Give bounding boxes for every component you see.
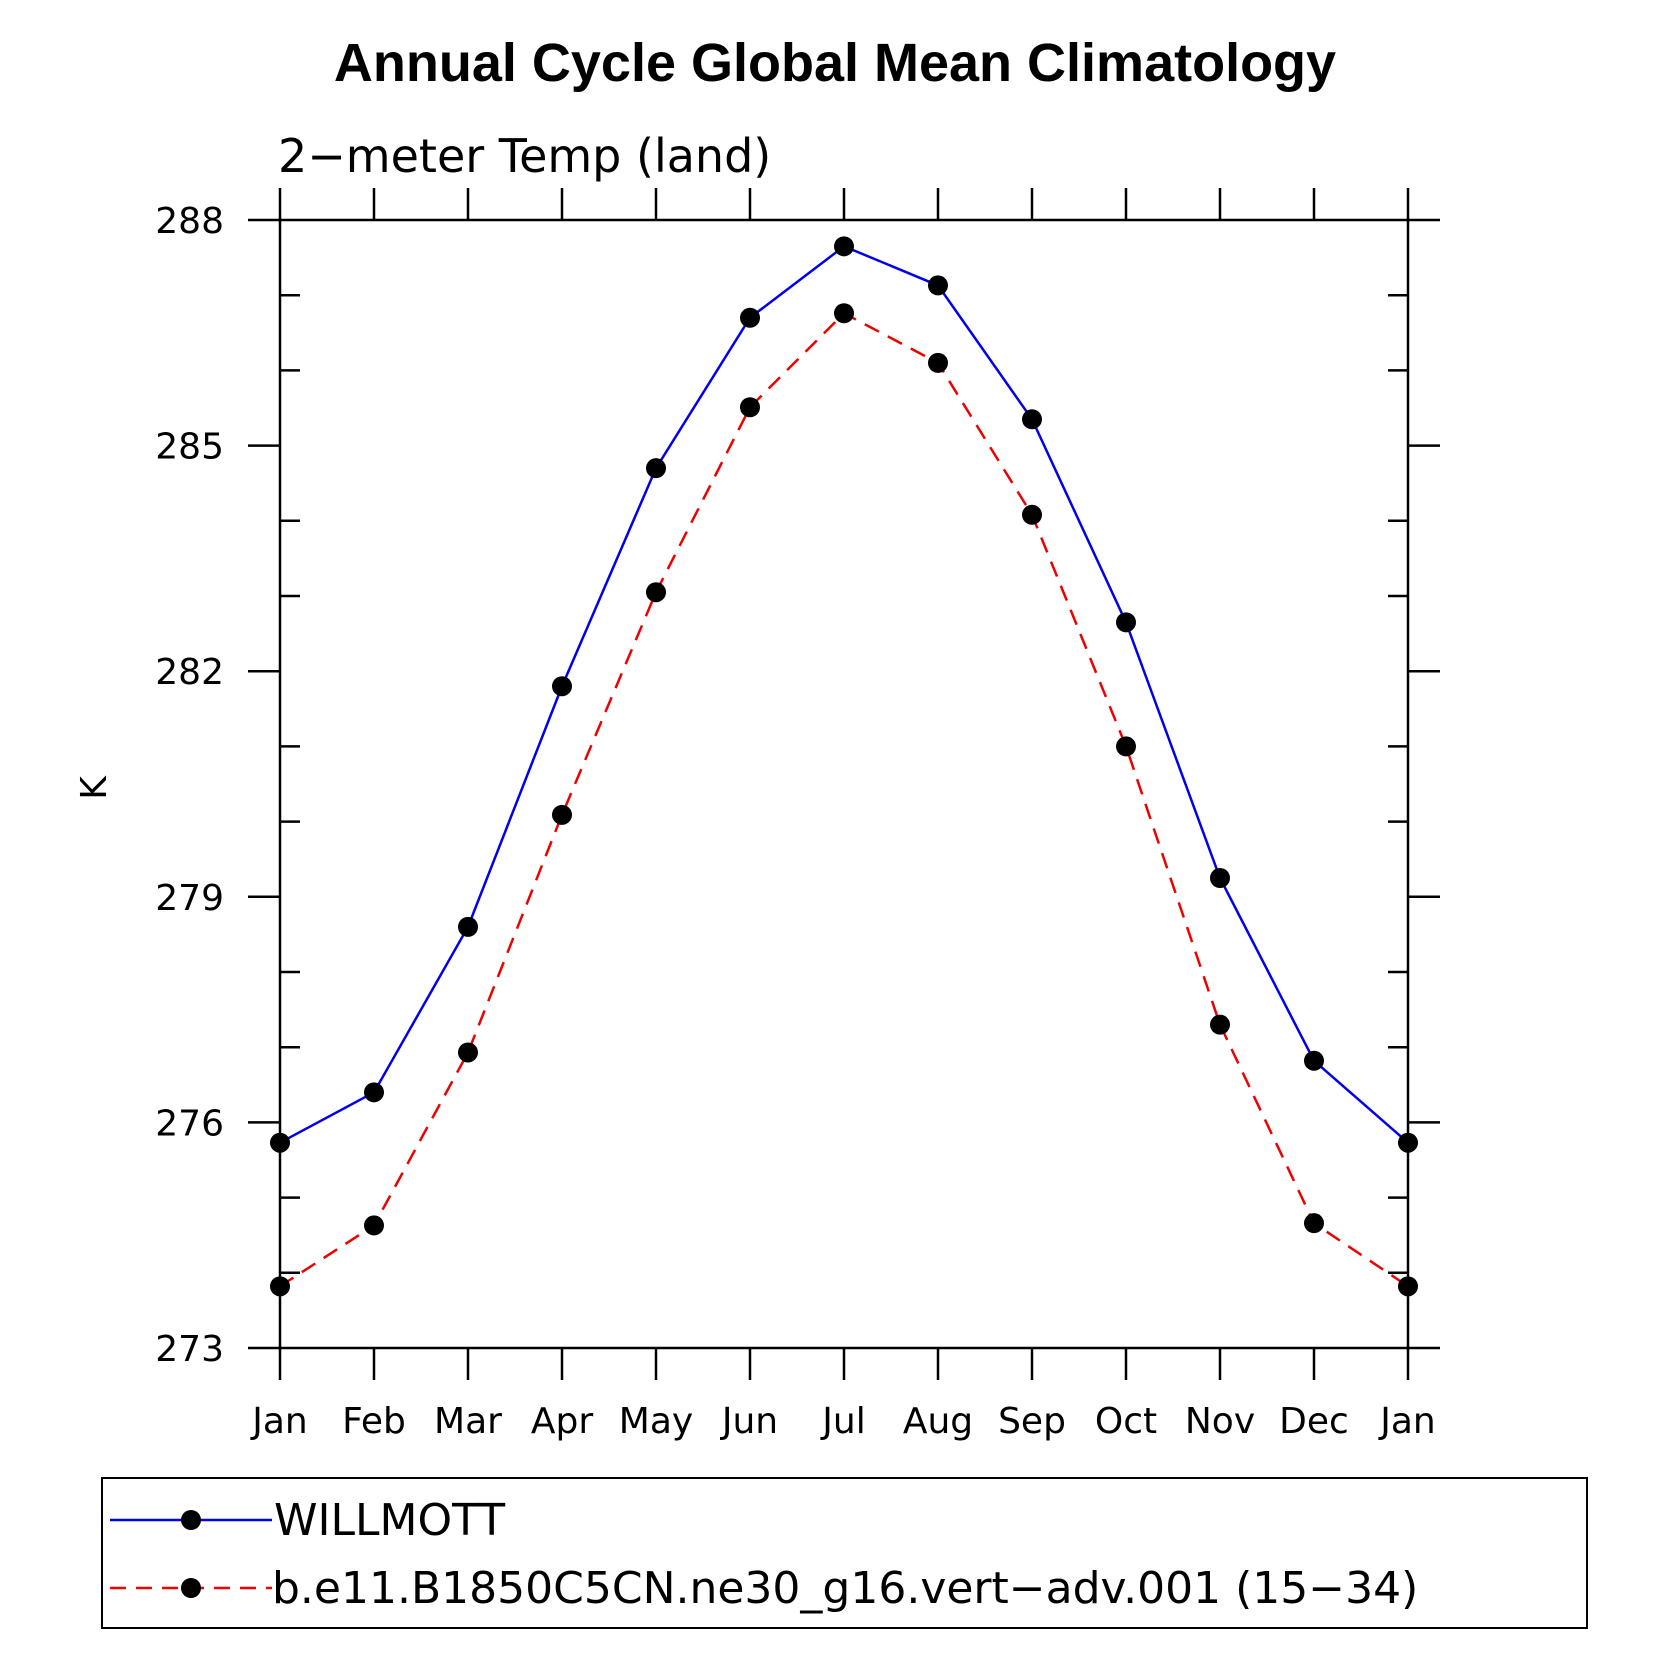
x-tick-label: Jan [250,1401,308,1442]
data-point-0 [740,307,760,328]
data-point-1 [740,397,760,418]
chart-subtitle: 2−meter Temp (land) [278,129,771,183]
data-point-1 [834,303,854,324]
data-point-0 [1304,1050,1324,1071]
data-point-1 [458,1042,478,1063]
legend-label-willmott: WILLMOTT [274,1495,505,1546]
data-point-1 [1304,1213,1324,1234]
legend-marker-model [181,1578,201,1598]
data-point-0 [928,275,948,296]
data-point-1 [928,352,948,373]
x-tick-label: Dec [1279,1401,1349,1442]
data-point-0 [646,458,666,479]
x-tick-label: Jul [820,1401,865,1442]
y-tick-label: 279 [155,878,224,919]
x-tick-label: Feb [342,1401,406,1442]
y-tick-labels: 273 276 279 282 285 288 [155,201,224,1370]
y-tick-label: 282 [155,652,224,693]
chart-title: Annual Cycle Global Mean Climatology [334,33,1336,93]
plot-frame [278,218,1410,1350]
data-point-0 [552,676,572,697]
data-point-0 [364,1082,384,1103]
data-point-0 [1210,868,1230,888]
x-tick-label: Jun [720,1401,778,1442]
y-tick-label: 285 [155,427,224,468]
data-point-0 [1116,612,1136,633]
x-tick-label: Apr [531,1401,593,1442]
y-tick-label: 288 [155,201,224,242]
data-point-0 [834,236,854,257]
data-point-1 [646,582,666,603]
y-tick-label: 276 [155,1103,224,1144]
x-tick-label: Oct [1095,1401,1157,1442]
y-tick-label: 273 [155,1329,224,1370]
x-tick-label: Sep [998,1401,1066,1442]
plot-series [270,236,1418,1297]
data-point-1 [364,1215,384,1236]
axis-ticks [248,188,1440,1380]
data-point-1 [1210,1014,1230,1035]
legend-box [101,1477,1588,1629]
data-point-1 [1022,504,1042,525]
legend-marker-willmott [181,1510,201,1530]
x-tick-label: Mar [434,1401,502,1442]
data-point-1 [1116,736,1136,757]
legend-label-model: b.e11.B1850C5CN.ne30_g16.vert−adv.001 (1… [272,1563,1418,1614]
data-point-0 [458,916,478,937]
y-axis-label: K [74,775,115,800]
legend: WILLMOTT b.e11.B1850C5CN.ne30_g16.vert−a… [101,1477,1588,1629]
x-tick-labels: Jan Feb Mar Apr May Jun Jul Aug Sep Oct Nov Dec Jan [250,1401,1436,1442]
x-tick-label: May [619,1401,693,1442]
series-line-1 [279,311,1409,1288]
x-tick-label: Nov [1185,1401,1255,1442]
data-point-0 [1022,409,1042,430]
x-tick-label: Jan [1378,1401,1436,1442]
data-point-1 [552,804,572,825]
series-line-0 [279,244,1409,1144]
x-tick-label: Aug [903,1401,973,1442]
